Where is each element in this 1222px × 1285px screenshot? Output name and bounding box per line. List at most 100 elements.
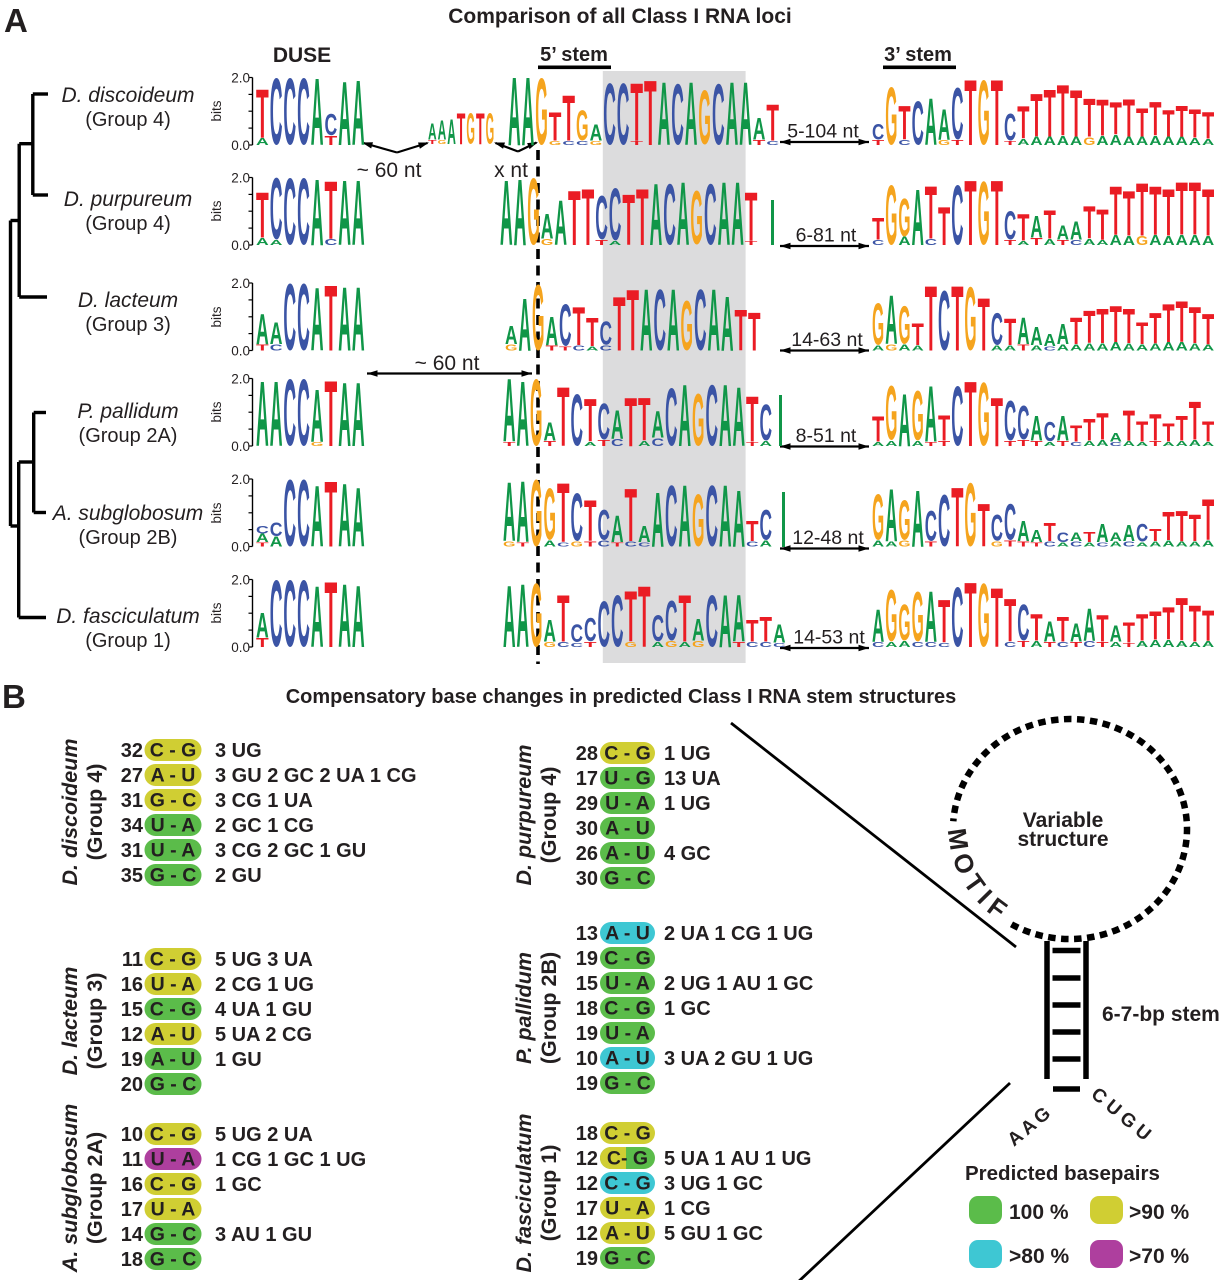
svg-text:19: 19 [576, 948, 598, 970]
svg-text:C: C [283, 362, 296, 466]
svg-text:D. fasciculatum: D. fasciculatum [56, 605, 200, 628]
svg-text:A: A [428, 118, 437, 144]
svg-text:34: 34 [121, 815, 144, 837]
svg-text:A: A [638, 522, 651, 548]
svg-text:C: C [665, 469, 678, 565]
svg-text:A: A [1136, 441, 1148, 447]
svg-text:A: A [1162, 341, 1175, 354]
svg-text:A: A [898, 235, 911, 248]
svg-text:11: 11 [122, 1149, 143, 1171]
svg-text:2 UA 1 CG 1 UG: 2 UA 1 CG 1 UG [664, 923, 813, 945]
svg-text:T: T [1123, 298, 1135, 353]
svg-text:T: T [978, 491, 990, 560]
svg-text:A: A [500, 163, 513, 266]
svg-text:T: T [1030, 542, 1042, 548]
svg-text:5 UA 2 CG: 5 UA 2 CG [215, 1024, 312, 1046]
svg-text:T: T [1070, 77, 1082, 152]
svg-text:A: A [256, 237, 269, 248]
svg-text:G: G [532, 267, 544, 370]
svg-text:G: G [1136, 234, 1148, 248]
svg-text:T: T [1149, 408, 1162, 449]
svg-text:A: A [1057, 134, 1069, 149]
svg-text:T: T [1123, 179, 1135, 251]
svg-text:C: C [760, 641, 773, 649]
svg-text:A: A [352, 363, 365, 466]
svg-text:C: C [297, 563, 310, 667]
svg-text:11: 11 [122, 949, 143, 971]
svg-text:C: C [938, 273, 950, 367]
svg-text:A: A [1202, 441, 1214, 447]
svg-text:C: C [712, 68, 725, 164]
svg-text:A: A [1110, 622, 1123, 647]
svg-text:C: C [297, 61, 310, 165]
svg-text:T: T [325, 362, 338, 467]
svg-text:G: G [692, 639, 705, 649]
svg-text:A: A [1030, 321, 1042, 351]
svg-text:A: A [311, 373, 324, 458]
svg-text:D. lacteum: D. lacteum [78, 289, 178, 312]
svg-text:T: T [951, 471, 963, 565]
svg-text:C: C [283, 266, 296, 370]
svg-text:A: A [938, 100, 950, 149]
svg-text:A: A [1176, 341, 1189, 354]
svg-text:2 UG 1 AU 1 GC: 2 UG 1 AU 1 GC [664, 973, 813, 995]
svg-text:A: A [1057, 320, 1069, 352]
svg-text:G: G [503, 540, 515, 548]
svg-text:T: T [457, 105, 466, 155]
svg-text:G: G [311, 441, 324, 447]
svg-text:C: C [283, 61, 296, 165]
svg-text:T: T [1202, 416, 1214, 449]
svg-text:G - C: G - C [604, 868, 651, 890]
svg-text:T: T [546, 344, 559, 352]
svg-text:A: A [519, 282, 532, 367]
svg-text:C: C [1017, 596, 1029, 652]
svg-text:A: A [270, 317, 283, 352]
svg-text:A: A [652, 640, 665, 648]
svg-text:A: A [514, 162, 527, 266]
svg-text:A: A [1096, 134, 1108, 149]
svg-text:A: A [1083, 599, 1095, 651]
svg-text:C: C [595, 183, 608, 252]
svg-text:T: T [872, 139, 885, 147]
svg-text:T: T [1162, 104, 1175, 145]
svg-text:T: T [1136, 167, 1148, 252]
svg-text:C: C [991, 305, 1003, 355]
svg-text:C: C [603, 66, 616, 163]
svg-text:T: T [745, 240, 759, 246]
svg-text:T: T [1149, 440, 1162, 448]
svg-text:T: T [595, 239, 608, 247]
svg-text:bits: bits [209, 100, 224, 121]
svg-text:A: A [726, 63, 739, 164]
svg-text:T: T [625, 473, 638, 558]
svg-text:G: G [505, 342, 518, 352]
svg-text:T: T [925, 268, 937, 372]
svg-text:T: T [503, 441, 517, 448]
svg-text:C: C [1057, 530, 1069, 545]
svg-text:D. purpureum: D. purpureum [64, 188, 192, 211]
svg-text:A. subglobosum: A. subglobosum [51, 502, 204, 525]
svg-text:A: A [311, 569, 324, 666]
svg-text:T: T [1096, 89, 1108, 147]
svg-text:C: C [925, 640, 938, 648]
svg-text:A: A [1083, 341, 1095, 353]
svg-text:C- G: C- G [607, 1148, 648, 1170]
svg-text:T: T [1030, 237, 1043, 248]
svg-text:A: A [677, 163, 690, 264]
svg-text:T: T [912, 316, 924, 352]
svg-text:C: C [598, 589, 611, 661]
svg-text:18: 18 [576, 998, 598, 1020]
svg-text:C - G: C - G [604, 1123, 651, 1145]
svg-text:T: T [1202, 176, 1214, 251]
svg-text:T: T [559, 345, 573, 352]
svg-text:C: C [325, 108, 338, 142]
svg-text:13: 13 [576, 923, 598, 945]
svg-text:A: A [1162, 539, 1175, 549]
svg-text:G: G [898, 489, 910, 552]
svg-text:T: T [1202, 106, 1215, 147]
svg-text:A: A [1017, 240, 1029, 246]
svg-text:A: A [438, 116, 447, 146]
svg-text:A: A [503, 465, 516, 559]
svg-text:(Group 1): (Group 1) [537, 1145, 561, 1242]
svg-text:C: C [1004, 107, 1016, 150]
svg-text:A: A [719, 578, 732, 663]
